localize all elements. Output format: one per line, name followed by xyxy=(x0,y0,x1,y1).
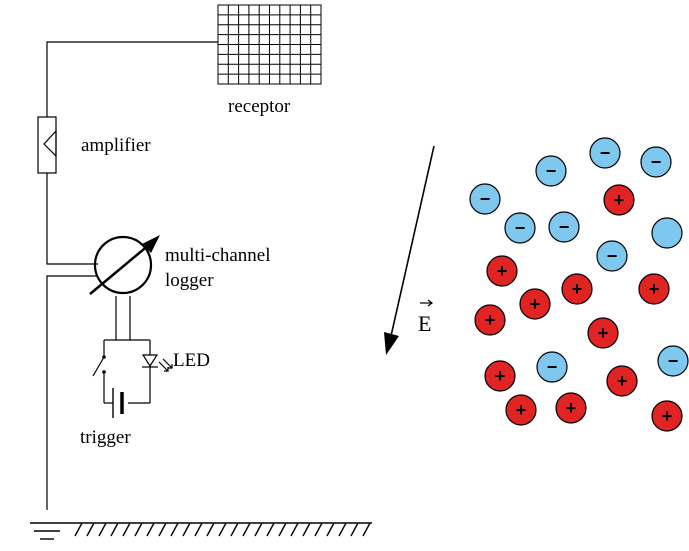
charge-sign: + xyxy=(614,190,625,210)
negative-charge xyxy=(651,217,683,249)
negative-charge: − xyxy=(469,183,501,215)
logger-label-line2: logger xyxy=(165,270,214,291)
charge-cloud: − − − − + − − − + + + + + + + − + − + + + xyxy=(469,137,689,432)
positive-charge: + xyxy=(638,273,670,305)
receptor-grid xyxy=(217,4,322,85)
negative-charge: − xyxy=(596,240,628,272)
charge-sign: + xyxy=(495,366,506,386)
charge-sign: + xyxy=(662,406,673,426)
charge-sign: − xyxy=(607,246,618,266)
positive-charge: + xyxy=(651,400,683,432)
charge-sign: − xyxy=(651,152,662,172)
charge-sign: + xyxy=(572,279,583,299)
positive-charge: + xyxy=(484,360,516,392)
led-icon xyxy=(141,354,173,372)
charge-sign: − xyxy=(515,218,526,238)
positive-charge: + xyxy=(486,255,518,287)
switch-contact xyxy=(102,370,106,374)
charge-sign: + xyxy=(530,294,541,314)
switch-icon xyxy=(102,355,106,359)
ground-icon xyxy=(30,522,372,540)
charge-sign: + xyxy=(516,400,527,420)
negative-charge: − xyxy=(640,146,672,178)
negative-charge: − xyxy=(589,137,621,169)
charge-sign: + xyxy=(649,279,660,299)
logger-meter-icon xyxy=(89,235,160,295)
charge-sign: + xyxy=(617,371,628,391)
positive-charge: + xyxy=(519,288,551,320)
positive-charge: + xyxy=(561,273,593,305)
negative-charge: − xyxy=(504,212,536,244)
receptor-label: receptor xyxy=(228,96,291,117)
positive-charge: + xyxy=(606,365,638,397)
positive-charge: + xyxy=(587,317,619,349)
field-vector-arrow xyxy=(420,299,433,307)
amplifier-label: amplifier xyxy=(81,135,151,156)
charge-sign: + xyxy=(485,310,496,330)
charge-sign: − xyxy=(600,143,611,163)
field-arrow-icon xyxy=(384,145,435,355)
amplifier-icon xyxy=(43,129,57,158)
charge-sign: − xyxy=(546,161,557,181)
battery-icon xyxy=(112,388,124,418)
led-label: LED xyxy=(173,350,210,371)
positive-charge: + xyxy=(555,392,587,424)
negative-charge: − xyxy=(536,351,568,383)
charge-sign: − xyxy=(547,357,558,377)
charge-sign: + xyxy=(598,323,609,343)
charge-sign: − xyxy=(559,217,570,237)
negative-charge: − xyxy=(657,345,689,377)
wires xyxy=(37,41,218,510)
trigger-label: trigger xyxy=(80,427,131,448)
positive-charge: + xyxy=(505,394,537,426)
negative-charge: − xyxy=(548,211,580,243)
positive-charge: + xyxy=(603,184,635,216)
logger-label-line1: multi-channel xyxy=(165,245,271,266)
negative-charge: − xyxy=(535,155,567,187)
field-label: E xyxy=(418,311,431,336)
charge-sign: + xyxy=(497,261,508,281)
charge-sign: − xyxy=(480,189,491,209)
positive-charge: + xyxy=(474,304,506,336)
charge-sign: + xyxy=(566,398,577,418)
charge-sign: − xyxy=(668,351,679,371)
